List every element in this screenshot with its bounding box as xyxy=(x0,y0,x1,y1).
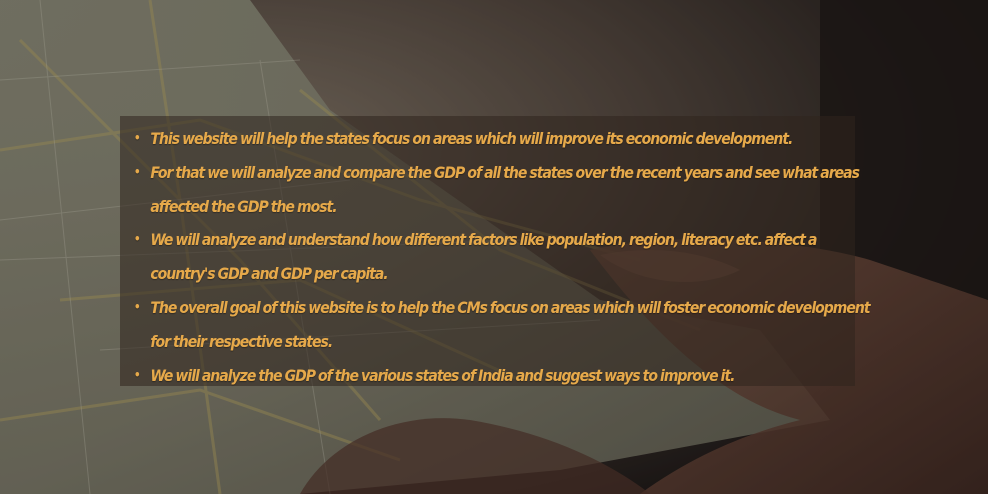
bullet-marker: • xyxy=(134,164,141,179)
list-item: • This website will help the states focu… xyxy=(134,122,873,156)
list-item: • We will analyze the GDP of the various… xyxy=(134,359,873,393)
bullet-text: This website will help the states focus … xyxy=(150,129,793,148)
info-text-panel: • This website will help the states focu… xyxy=(120,116,871,386)
bullet-text: We will analyze and understand how diffe… xyxy=(150,230,817,284)
list-item: • For that we will analyze and compare t… xyxy=(134,156,873,224)
bullet-list: • This website will help the states focu… xyxy=(134,122,871,392)
bullet-marker: • xyxy=(134,131,141,145)
list-item: • The overall goal of this website is to… xyxy=(134,291,873,359)
list-item: • We will analyze and understand how dif… xyxy=(134,223,873,291)
bullet-text: For that we will analyze and compare the… xyxy=(150,162,860,216)
bullet-marker: • xyxy=(134,299,141,314)
bullet-marker: • xyxy=(134,232,141,247)
bullet-marker: • xyxy=(134,367,141,382)
bullet-text: We will analyze the GDP of the various s… xyxy=(150,365,735,385)
bullet-text: The overall goal of this website is to h… xyxy=(150,297,870,351)
